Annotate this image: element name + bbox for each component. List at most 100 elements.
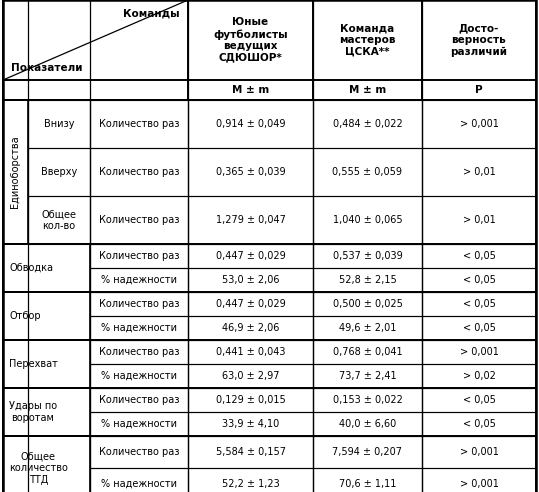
Text: 0,447 ± 0,029: 0,447 ± 0,029 <box>216 299 285 309</box>
Bar <box>313 292 422 316</box>
Text: > 0,01: > 0,01 <box>462 167 495 177</box>
Bar <box>313 100 422 148</box>
Bar <box>90 340 188 364</box>
Bar <box>188 468 313 492</box>
Text: Количество раз: Количество раз <box>99 347 179 357</box>
Text: 0,441 ± 0,043: 0,441 ± 0,043 <box>216 347 285 357</box>
Text: > 0,001: > 0,001 <box>460 447 499 457</box>
Bar <box>313 340 422 364</box>
Bar <box>3 0 188 80</box>
Text: 73,7 ± 2,41: 73,7 ± 2,41 <box>338 371 396 381</box>
Text: Обводка: Обводка <box>9 263 53 273</box>
Text: 0,129 ± 0,015: 0,129 ± 0,015 <box>216 395 285 405</box>
Bar <box>422 268 536 292</box>
Text: 0,365 ± 0,039: 0,365 ± 0,039 <box>216 167 285 177</box>
Bar <box>90 468 188 492</box>
Bar <box>90 148 188 196</box>
Text: 7,594 ± 0,207: 7,594 ± 0,207 <box>333 447 403 457</box>
Text: P: P <box>475 85 483 95</box>
Bar <box>28 100 90 148</box>
Bar <box>188 436 313 468</box>
Bar <box>90 268 188 292</box>
Text: 40,0 ± 6,60: 40,0 ± 6,60 <box>339 419 396 429</box>
Text: > 0,001: > 0,001 <box>460 119 499 129</box>
Bar <box>90 412 188 436</box>
Text: Количество раз: Количество раз <box>99 251 179 261</box>
Text: Досто-
верность
различий: Досто- верность различий <box>451 23 508 57</box>
Bar <box>422 340 536 364</box>
Bar <box>3 436 90 492</box>
Text: 49,6 ± 2,01: 49,6 ± 2,01 <box>339 323 396 333</box>
Bar <box>422 244 536 268</box>
Text: > 0,001: > 0,001 <box>460 479 499 489</box>
Text: Количество раз: Количество раз <box>99 167 179 177</box>
Text: 1,279 ± 0,047: 1,279 ± 0,047 <box>216 215 286 225</box>
Bar <box>422 80 536 100</box>
Text: 0,484 ± 0,022: 0,484 ± 0,022 <box>333 119 403 129</box>
Bar <box>90 100 188 148</box>
Bar <box>422 292 536 316</box>
Bar <box>90 364 188 388</box>
Text: 0,537 ± 0,039: 0,537 ± 0,039 <box>333 251 403 261</box>
Text: Юные
футболисты
ведущих
СДЮШОР*: Юные футболисты ведущих СДЮШОР* <box>213 17 288 62</box>
Text: Перехват: Перехват <box>9 359 58 369</box>
Text: 53,0 ± 2,06: 53,0 ± 2,06 <box>222 275 279 285</box>
Text: Вверху: Вверху <box>41 167 77 177</box>
Text: 46,9 ± 2,06: 46,9 ± 2,06 <box>222 323 279 333</box>
Bar <box>422 412 536 436</box>
Bar <box>90 316 188 340</box>
Text: < 0,05: < 0,05 <box>462 395 495 405</box>
Bar <box>90 388 188 412</box>
Bar <box>313 268 422 292</box>
Text: > 0,02: > 0,02 <box>462 371 495 381</box>
Bar <box>188 0 313 80</box>
Text: Внизу: Внизу <box>44 119 74 129</box>
Text: > 0,01: > 0,01 <box>462 215 495 225</box>
Bar <box>188 388 313 412</box>
Bar <box>188 268 313 292</box>
Text: 5,584 ± 0,157: 5,584 ± 0,157 <box>216 447 286 457</box>
Text: 0,500 ± 0,025: 0,500 ± 0,025 <box>333 299 403 309</box>
Text: % надежности: % надежности <box>101 479 177 489</box>
Text: 33,9 ± 4,10: 33,9 ± 4,10 <box>222 419 279 429</box>
Bar <box>188 148 313 196</box>
Bar <box>188 292 313 316</box>
Bar <box>188 100 313 148</box>
Text: Показатели: Показатели <box>11 63 82 73</box>
Text: < 0,05: < 0,05 <box>462 419 495 429</box>
Text: Удары по
воротам: Удары по воротам <box>9 401 57 423</box>
Bar <box>90 244 188 268</box>
Bar <box>3 340 90 388</box>
Bar <box>313 80 422 100</box>
Text: 0,153 ± 0,022: 0,153 ± 0,022 <box>333 395 403 405</box>
Bar <box>3 292 90 340</box>
Text: M ± m: M ± m <box>232 85 269 95</box>
Bar <box>188 340 313 364</box>
Text: 52,2 ± 1,23: 52,2 ± 1,23 <box>222 479 279 489</box>
Text: 0,447 ± 0,029: 0,447 ± 0,029 <box>216 251 285 261</box>
Bar <box>313 196 422 244</box>
Text: % надежности: % надежности <box>101 275 177 285</box>
Bar <box>313 412 422 436</box>
Text: % надежности: % надежности <box>101 419 177 429</box>
Bar <box>188 316 313 340</box>
Bar <box>422 100 536 148</box>
Text: Команды: Команды <box>123 9 180 19</box>
Bar <box>422 316 536 340</box>
Bar <box>422 196 536 244</box>
Bar <box>313 436 422 468</box>
Bar <box>422 0 536 80</box>
Text: Общее
количество
ТТД: Общее количество ТТД <box>9 451 68 485</box>
Bar <box>188 412 313 436</box>
Text: Общее
кол-во: Общее кол-во <box>42 209 77 231</box>
Text: Команда
мастеров
ЦСКА**: Команда мастеров ЦСКА** <box>339 24 396 57</box>
Text: Единоборства: Единоборства <box>10 136 20 208</box>
Bar <box>3 244 90 292</box>
Bar <box>422 436 536 468</box>
Bar <box>313 388 422 412</box>
Text: 0,914 ± 0,049: 0,914 ± 0,049 <box>216 119 285 129</box>
Bar <box>313 244 422 268</box>
Bar <box>422 468 536 492</box>
Bar <box>313 316 422 340</box>
Bar <box>28 148 90 196</box>
